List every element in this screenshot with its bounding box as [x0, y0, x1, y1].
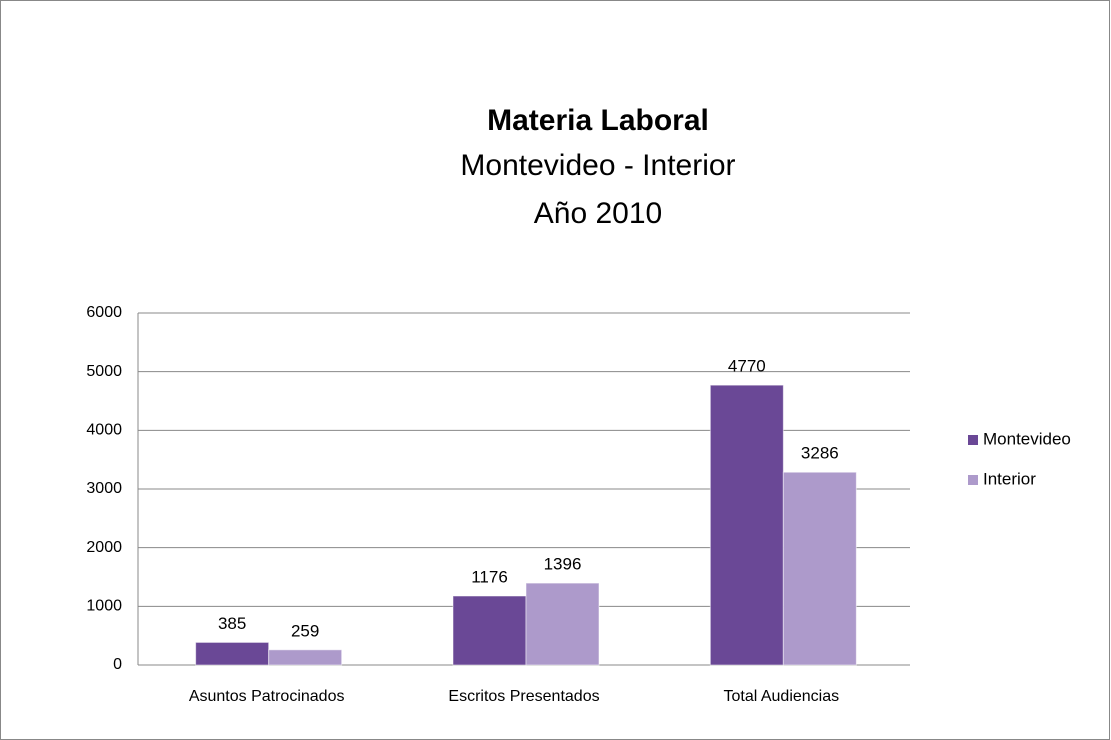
y-tick-label: 2000	[86, 539, 122, 556]
value-label: 1396	[544, 555, 582, 574]
legend-label: Interior	[983, 469, 1036, 488]
x-tick-label: Escritos Presentados	[448, 688, 599, 705]
bar	[709, 384, 784, 666]
bar	[452, 595, 527, 666]
y-tick-label: 4000	[86, 422, 122, 439]
y-tick-label: 1000	[86, 598, 122, 615]
value-label: 4770	[728, 357, 766, 376]
value-label: 1176	[471, 567, 508, 586]
y-tick-label: 0	[113, 656, 122, 673]
x-tick-label: Total Audiencias	[724, 688, 840, 705]
x-tick-label: Asuntos Patrocinados	[189, 688, 345, 705]
value-label: 259	[291, 621, 319, 640]
bar	[268, 649, 343, 666]
legend-swatch	[968, 435, 978, 445]
y-tick-label: 5000	[86, 363, 122, 380]
legend-label: Montevideo	[983, 429, 1071, 448]
chart-subtitle: Año 2010	[534, 197, 662, 230]
value-label: 3286	[801, 444, 839, 463]
bar	[525, 582, 600, 666]
bar	[195, 641, 270, 666]
value-label: 385	[218, 614, 246, 633]
chart-title: Materia Laboral	[487, 104, 709, 137]
legend-swatch	[968, 475, 978, 485]
chart-subtitle: Montevideo - Interior	[460, 149, 735, 182]
bar	[782, 471, 857, 666]
y-tick-label: 6000	[86, 304, 122, 321]
y-tick-label: 3000	[86, 480, 122, 497]
